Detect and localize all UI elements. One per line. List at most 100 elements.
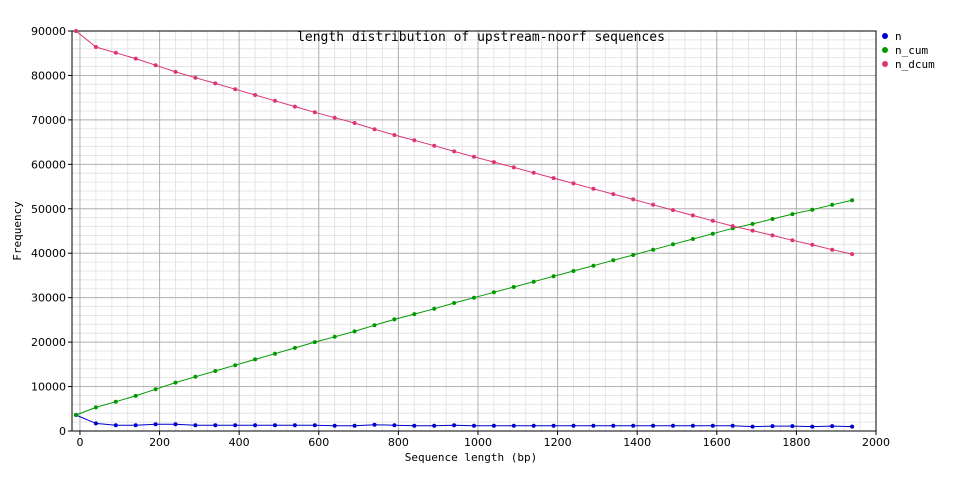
data-point-n_cum [671, 242, 675, 247]
data-point-n_dcum [153, 63, 158, 68]
chart-title: length distribution of upstream-noorf se… [297, 30, 665, 45]
data-point-n_cum [790, 212, 795, 217]
x-tick-label: 800 [388, 436, 409, 449]
data-point-n [591, 423, 596, 428]
data-point-n_cum [153, 387, 158, 392]
data-point-n_dcum [432, 143, 437, 148]
data-point-n_dcum [750, 228, 755, 233]
y-tick-label: 50000 [31, 203, 66, 216]
data-point-n [491, 423, 496, 428]
data-point-n [113, 423, 118, 428]
data-point-n_cum [770, 217, 775, 221]
data-point-n [551, 423, 556, 428]
series-points [74, 29, 855, 429]
data-point-n [531, 423, 536, 428]
data-point-n [690, 423, 695, 428]
data-point-n [312, 423, 317, 428]
data-point-n_dcum [352, 121, 357, 125]
data-point-n_cum [332, 334, 337, 339]
data-point-n_dcum [133, 56, 138, 61]
data-point-n_cum [292, 345, 297, 350]
data-point-n [730, 423, 735, 428]
y-tick-label: 20000 [31, 336, 66, 349]
data-point-n_cum [352, 329, 357, 334]
x-tick-label: 200 [149, 436, 170, 449]
data-point-n_dcum [273, 98, 277, 103]
data-point-n_dcum [531, 170, 536, 175]
y-tick-label: 40000 [31, 247, 66, 260]
data-point-n_dcum [591, 186, 596, 191]
data-point-n_cum [93, 405, 98, 410]
data-point-n_dcum [412, 138, 417, 143]
data-point-n_cum [810, 207, 815, 212]
data-point-n_dcum [491, 160, 496, 165]
data-point-n_dcum [332, 115, 337, 120]
legend-label-n_cum: n_cum [895, 44, 928, 57]
data-point-n_cum [631, 253, 636, 257]
data-point-n_dcum [472, 154, 476, 159]
data-point-n_dcum [830, 247, 835, 252]
data-point-n_dcum [233, 87, 238, 92]
data-point-n [810, 424, 815, 429]
data-point-n_cum [531, 279, 536, 284]
data-point-n_cum [571, 269, 576, 273]
y-tick-label: 70000 [31, 114, 66, 127]
y-tick-label: 10000 [31, 381, 66, 394]
series-line-n [75, 414, 853, 428]
data-point-n_dcum [651, 202, 656, 207]
data-point-n [332, 423, 337, 428]
data-point-n [292, 423, 297, 428]
data-point-n_cum [193, 374, 198, 379]
data-point-n_dcum [372, 127, 377, 132]
data-point-n_dcum [690, 213, 695, 218]
data-point-n_cum [491, 290, 496, 295]
data-point-n_dcum [730, 224, 735, 229]
data-point-n_dcum [551, 176, 556, 181]
data-point-n_cum [591, 263, 596, 268]
data-point-n [352, 423, 357, 428]
data-point-n [372, 422, 377, 427]
data-point-n_cum [372, 323, 377, 328]
data-point-n_cum [850, 198, 855, 203]
data-point-n_dcum [312, 110, 317, 115]
data-point-n_cum [651, 247, 656, 252]
data-point-n_dcum [850, 252, 855, 257]
data-point-n_cum [511, 285, 516, 289]
data-point-n_dcum [631, 197, 636, 202]
y-tick-label: 80000 [31, 69, 66, 82]
data-point-n_cum [432, 306, 437, 311]
x-tick-label: 1000 [464, 436, 492, 449]
data-point-n_cum [690, 237, 695, 241]
x-tick-label: 600 [308, 436, 329, 449]
data-point-n_cum [233, 363, 238, 368]
legend-marker-n_dcum [882, 61, 888, 67]
series-lines [75, 30, 853, 428]
data-point-n_cum [830, 202, 835, 207]
data-point-n [93, 421, 98, 426]
data-point-n_dcum [173, 69, 178, 74]
data-point-n_dcum [74, 29, 78, 33]
data-point-n [273, 423, 277, 428]
data-point-n_dcum [770, 233, 775, 238]
data-point-n [452, 423, 457, 428]
data-point-n_dcum [392, 133, 397, 137]
data-point-n [133, 423, 138, 428]
data-point-n_dcum [671, 208, 675, 213]
data-point-n_dcum [710, 218, 715, 223]
data-point-n [790, 424, 795, 429]
data-point-n_cum [312, 340, 317, 345]
axis-ticks: 0100002000030000400005000060000700008000… [31, 25, 890, 449]
data-point-n_cum [412, 312, 417, 317]
data-point-n [750, 424, 755, 429]
data-point-n_dcum [213, 81, 218, 86]
x-tick-label: 1600 [703, 436, 731, 449]
data-point-n [392, 423, 397, 428]
data-point-n [850, 424, 855, 429]
data-point-n_dcum [511, 165, 516, 170]
data-point-n [651, 423, 656, 428]
data-point-n_cum [392, 317, 397, 322]
data-point-n_dcum [790, 238, 795, 243]
data-point-n_cum [113, 399, 118, 404]
